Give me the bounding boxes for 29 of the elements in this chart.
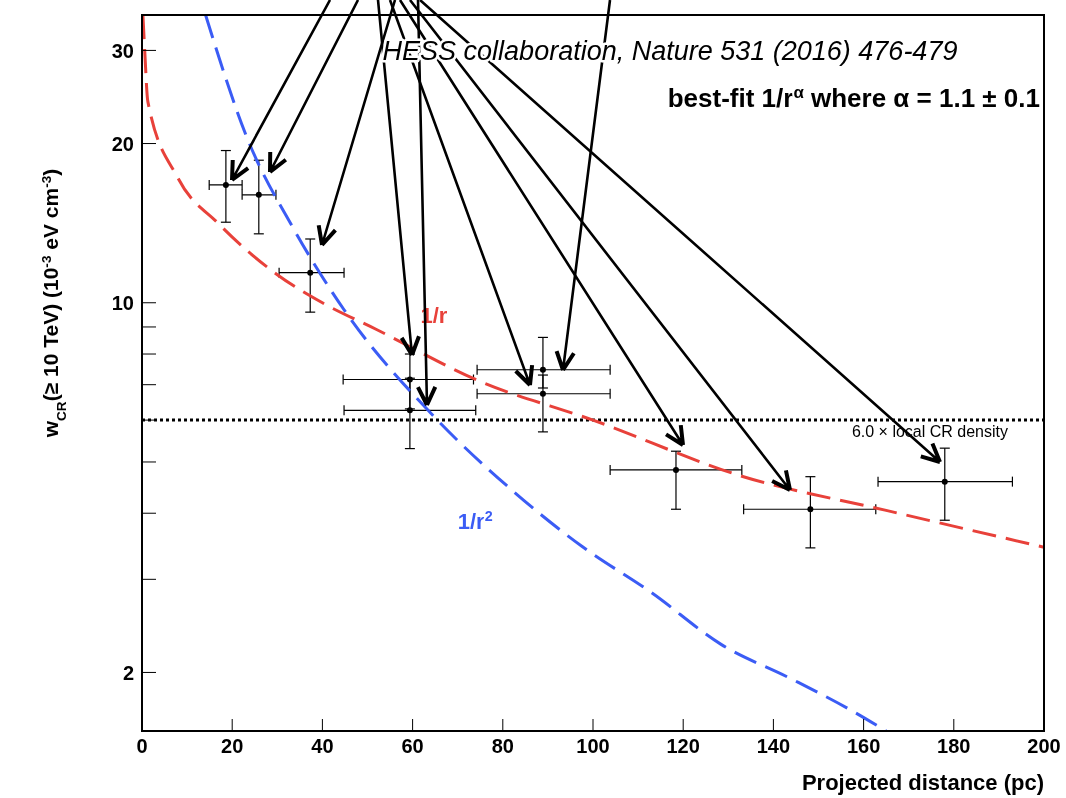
point — [255, 191, 262, 198]
x-tick-label: 80 — [491, 735, 514, 758]
series-label: 1/r$^{2}$ — [457, 507, 493, 534]
x-tick-label: 100 — [576, 735, 610, 758]
y-tick-label: 20 — [111, 132, 134, 155]
y-tick-label: 30 — [111, 39, 134, 62]
line-series — [142, 15, 1044, 549]
x-tick-label: 160 — [846, 735, 881, 758]
y-tick-label: 2 — [122, 661, 134, 684]
x-tick-label: 180 — [937, 735, 971, 758]
point — [307, 269, 314, 276]
point — [539, 366, 546, 373]
point — [222, 181, 229, 188]
x-axis-title: Projected distance (pc) — [801, 770, 1044, 795]
y-tick-label: 10 — [111, 291, 134, 314]
x-tick-label: 40 — [311, 735, 334, 758]
x-tick-label: 200 — [1027, 735, 1061, 758]
point — [807, 506, 814, 513]
point — [406, 407, 413, 414]
point — [672, 466, 679, 473]
x-tick-label: 60 — [401, 735, 424, 758]
x-tick-label: 120 — [666, 735, 700, 758]
annotation: best-fit 1/r$^{α}$ where α = 1.1 ± 0.1 — [667, 82, 1040, 113]
x-tick-label: 0 — [136, 735, 148, 758]
point — [406, 376, 413, 383]
x-tick-label: 20 — [221, 735, 244, 758]
point — [941, 478, 948, 485]
x-tick-label: 140 — [756, 735, 791, 758]
point — [539, 390, 546, 397]
